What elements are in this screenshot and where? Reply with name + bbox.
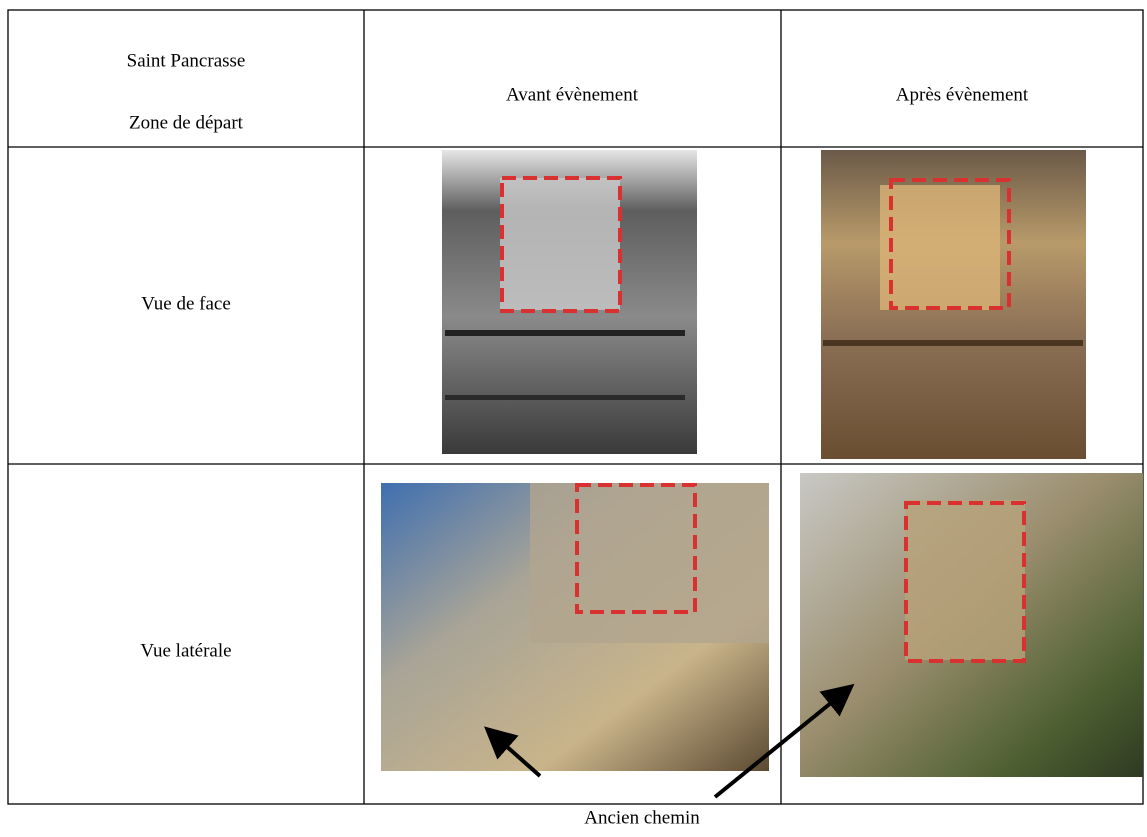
column-header: Après évènement bbox=[896, 84, 1029, 105]
photo bbox=[442, 150, 697, 454]
row-label: Vue de face bbox=[141, 293, 231, 314]
row-label: Vue latérale bbox=[140, 640, 231, 661]
column-header: Avant évènement bbox=[506, 84, 639, 105]
arrow bbox=[484, 683, 855, 799]
header-title: Saint Pancrasse bbox=[127, 50, 246, 71]
header-title: Zone de départ bbox=[129, 112, 244, 133]
table-grid bbox=[7, 9, 1144, 805]
photo bbox=[381, 483, 769, 771]
caption: Ancien chemin bbox=[584, 807, 700, 828]
photo bbox=[821, 150, 1086, 459]
photo bbox=[800, 473, 1143, 777]
